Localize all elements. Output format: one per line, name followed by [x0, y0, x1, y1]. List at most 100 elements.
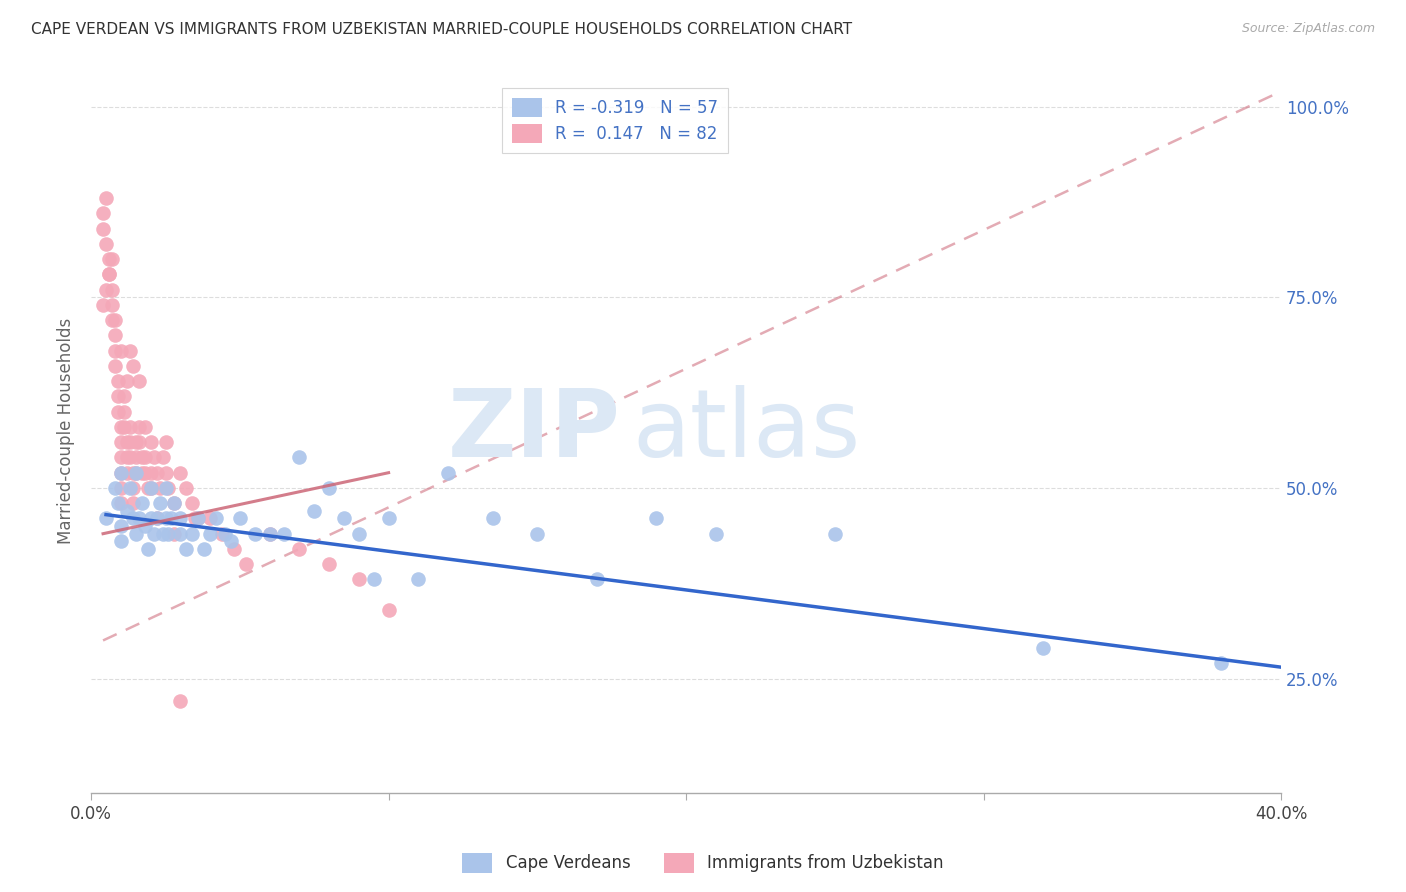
Point: [139, 481, 162, 495]
Point: [94, 236, 117, 251]
Text: CAPE VERDEAN VS IMMIGRANTS FROM UZBEKISTAN MARRIED-COUPLE HOUSEHOLDS CORRELATION: CAPE VERDEAN VS IMMIGRANTS FROM UZBEKIST…: [31, 22, 852, 37]
Point: [110, 450, 132, 465]
Point: [98, 252, 121, 267]
Point: [318, 558, 340, 572]
Point: [104, 481, 127, 495]
Point: [205, 511, 228, 525]
Point: [121, 511, 143, 525]
Point: [128, 511, 150, 525]
Point: [104, 328, 127, 343]
Point: [94, 511, 117, 525]
Point: [118, 481, 141, 495]
Point: [104, 359, 127, 373]
Point: [136, 481, 159, 495]
Point: [121, 359, 143, 373]
Point: [704, 526, 727, 541]
Point: [347, 573, 370, 587]
Point: [125, 466, 148, 480]
Point: [193, 541, 215, 556]
Point: [94, 191, 117, 205]
Point: [152, 450, 174, 465]
Text: ZIP: ZIP: [447, 384, 620, 476]
Point: [160, 511, 183, 525]
Point: [107, 389, 129, 403]
Point: [104, 343, 127, 358]
Point: [110, 343, 132, 358]
Point: [259, 526, 281, 541]
Point: [211, 526, 233, 541]
Point: [222, 541, 245, 556]
Point: [139, 435, 162, 450]
Point: [585, 573, 607, 587]
Point: [139, 481, 162, 495]
Point: [169, 466, 191, 480]
Legend: Cape Verdeans, Immigrants from Uzbekistan: Cape Verdeans, Immigrants from Uzbekista…: [456, 847, 950, 880]
Point: [181, 526, 204, 541]
Point: [118, 420, 141, 434]
Point: [157, 526, 180, 541]
Point: [139, 466, 162, 480]
Point: [214, 526, 236, 541]
Point: [115, 450, 138, 465]
Point: [101, 283, 124, 297]
Point: [110, 466, 132, 480]
Point: [148, 481, 170, 495]
Point: [187, 511, 209, 525]
Point: [142, 526, 165, 541]
Point: [115, 466, 138, 480]
Point: [288, 541, 311, 556]
Point: [128, 435, 150, 450]
Point: [198, 526, 221, 541]
Point: [128, 420, 150, 434]
Point: [408, 573, 430, 587]
Point: [219, 534, 242, 549]
Point: [131, 466, 153, 480]
Point: [163, 496, 186, 510]
Point: [134, 450, 156, 465]
Point: [481, 511, 503, 525]
Point: [302, 504, 325, 518]
Point: [134, 420, 156, 434]
Point: [155, 435, 177, 450]
Point: [142, 450, 165, 465]
Point: [176, 481, 198, 495]
Point: [148, 496, 170, 510]
Point: [318, 481, 340, 495]
Point: [145, 466, 167, 480]
Point: [259, 526, 281, 541]
Text: Source: ZipAtlas.com: Source: ZipAtlas.com: [1241, 22, 1375, 36]
Y-axis label: Married-couple Households: Married-couple Households: [58, 318, 75, 544]
Point: [145, 511, 167, 525]
Point: [333, 511, 356, 525]
Point: [824, 526, 846, 541]
Point: [128, 374, 150, 388]
Point: [134, 466, 156, 480]
Point: [107, 374, 129, 388]
Point: [437, 466, 460, 480]
Point: [176, 541, 198, 556]
Point: [235, 558, 257, 572]
Point: [101, 313, 124, 327]
Point: [288, 450, 311, 465]
Point: [107, 405, 129, 419]
Point: [377, 603, 399, 617]
Point: [110, 519, 132, 533]
Point: [1032, 641, 1054, 656]
Point: [115, 435, 138, 450]
Point: [101, 252, 124, 267]
Point: [139, 511, 162, 525]
Point: [526, 526, 548, 541]
Point: [136, 541, 159, 556]
Point: [115, 504, 138, 518]
Point: [169, 526, 191, 541]
Legend: R = -0.319   N = 57, R =  0.147   N = 82: R = -0.319 N = 57, R = 0.147 N = 82: [502, 87, 728, 153]
Point: [125, 435, 148, 450]
Point: [184, 511, 207, 525]
Point: [134, 519, 156, 533]
Point: [115, 374, 138, 388]
Point: [163, 496, 186, 510]
Point: [377, 511, 399, 525]
Point: [104, 313, 127, 327]
Point: [110, 466, 132, 480]
Point: [243, 526, 266, 541]
